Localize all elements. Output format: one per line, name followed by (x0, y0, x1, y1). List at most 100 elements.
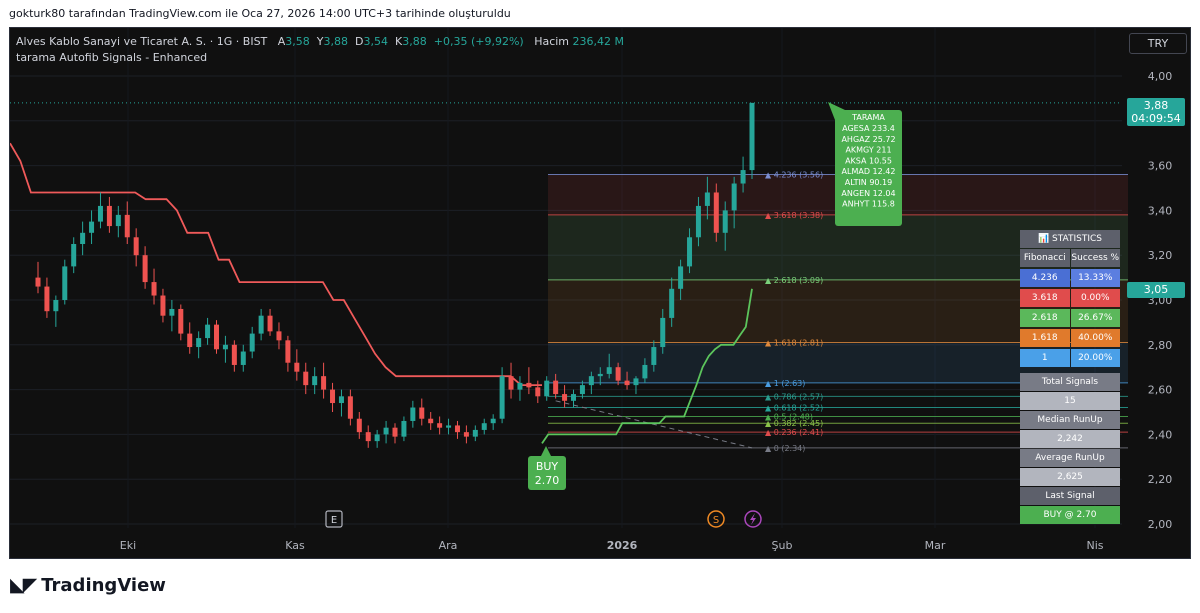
candle-body (535, 387, 541, 397)
candle-body (553, 380, 559, 395)
success-percent-cell: 26.67% (1070, 309, 1120, 327)
support-trailing-line (541, 288, 753, 444)
fib-level-label: ▲ 3.618 (3.38) (765, 211, 823, 220)
candle-body (89, 221, 95, 233)
candle-body (383, 427, 389, 435)
indicator-legend[interactable]: tarama Autofib Signals - Enhanced (16, 51, 208, 64)
high-value: 3,88 (323, 35, 349, 48)
candle-body (446, 425, 452, 428)
close-value: 3,88 (402, 35, 427, 48)
total-signals-label: Total Signals (1020, 373, 1120, 391)
fib-level-label: ▲ 1.618 (2.81) (765, 339, 823, 348)
candle-body (222, 344, 228, 350)
y-tick-label: 3,20 (1148, 249, 1173, 262)
fib-level-label: ▲ 1 (2.63) (765, 379, 805, 388)
candle-body (642, 364, 648, 379)
scan-result-item: AKMGY 211 (845, 146, 891, 155)
candle-body (437, 423, 443, 428)
average-runup-value: 2,625 (1020, 468, 1120, 486)
chart-panel[interactable]: ▲ 4.236 (3.56) ▲ 3.618 (3.38) ▲ 2.618 (3.0… (9, 27, 1191, 559)
candle-body (106, 205, 112, 227)
candle-body (321, 376, 327, 390)
x-tick-label: Ara (439, 539, 458, 552)
low-value: 3,54 (363, 35, 389, 48)
success-header: Success % (1070, 249, 1120, 267)
fibonacci-header: Fibonacci (1020, 249, 1070, 267)
buy-signal-label (528, 456, 566, 490)
candle-body (526, 382, 532, 388)
candle-body (178, 308, 184, 334)
candle-body (713, 192, 719, 233)
candle-body (53, 300, 59, 312)
scan-results-box (835, 110, 902, 226)
fib-level-label: ▲ 0.5 (2.48) (765, 412, 813, 421)
scan-result-item: AGESA 233.4 (842, 124, 895, 133)
volume-label: Hacim (534, 35, 570, 48)
candle-body (214, 324, 219, 350)
buy-signal-price: 2.70 (535, 474, 560, 487)
candle-body (187, 333, 193, 348)
fibonacci-level-cell: 1 (1020, 349, 1070, 367)
scan-result-item: AKSA 10.55 (845, 156, 892, 165)
candle-body (669, 288, 675, 318)
resistance-trailing-line (10, 142, 542, 386)
candle-body (97, 205, 103, 222)
candle-body (579, 385, 585, 395)
candle-body (597, 373, 603, 377)
last-signal-value: BUY @ 2.70 (1020, 506, 1120, 524)
price-chart[interactable]: ▲ 4.236 (3.56) ▲ 3.618 (3.38) ▲ 2.618 (3.0… (10, 28, 1190, 558)
tradingview-brand: TradingView (41, 574, 166, 596)
last-price-value: 3,88 (1143, 99, 1169, 112)
candle-body (80, 232, 86, 244)
y-tick-label: 2,40 (1148, 428, 1173, 441)
x-tick-label: 2026 (607, 539, 638, 552)
candle-body (544, 380, 550, 397)
earnings-marker-box (325, 510, 343, 528)
candle-body (508, 376, 514, 390)
candle-body (633, 378, 639, 386)
candle-body (731, 183, 737, 211)
candle-body (517, 382, 523, 390)
candle-body (44, 286, 50, 312)
candle-body (678, 266, 684, 289)
candle-body (428, 418, 434, 424)
median-runup-label: Median RunUp (1020, 411, 1120, 429)
candle-body (312, 376, 318, 386)
candle-body (115, 214, 121, 227)
candle-body (276, 331, 282, 341)
x-tick-label: Şub (772, 539, 793, 552)
candle-body (35, 277, 41, 287)
success-percent-cell: 13.33% (1070, 269, 1120, 287)
x-tick-label: Mar (925, 539, 946, 552)
candle-body (588, 376, 594, 386)
currency-button[interactable]: TRY (1129, 33, 1187, 54)
buy-arrow (541, 446, 551, 456)
candle-body (481, 423, 487, 430)
tradingview-logo[interactable]: ◣◤ TradingView (10, 572, 166, 598)
candle-body (454, 425, 460, 433)
buy-signal-text: BUY (536, 460, 559, 473)
candle-body (660, 317, 666, 348)
candle-body (267, 315, 273, 332)
open-label: A (277, 35, 286, 48)
y-tick-label: 3,60 (1148, 160, 1173, 173)
candle-body (392, 427, 398, 437)
candle-body (499, 376, 505, 419)
scan-result-item: ALMAD 12.42 (842, 167, 896, 176)
statistics-row: 2.618 26.67% (1020, 309, 1120, 327)
low-label: D (355, 35, 364, 48)
flash-marker (744, 510, 762, 528)
change-value: +0,35 (+9,92%) (433, 35, 524, 48)
candle-body (749, 102, 755, 171)
y-tick-label: 2,20 (1148, 473, 1173, 486)
lightning-icon (750, 513, 756, 525)
scan-result-item: ALTIN 90.19 (845, 178, 893, 187)
statistics-row: 3.618 0.00% (1020, 289, 1120, 307)
fib-level-label: ▲ 2.618 (3.09) (765, 276, 823, 285)
statistics-row: 1 20.00% (1020, 349, 1120, 367)
candle-body (330, 389, 336, 404)
fib-level-label: ▲ 0.382 (2.45) (765, 419, 823, 428)
statistics-header-row: Fibonacci Success % (1020, 249, 1120, 267)
candle-body (356, 418, 362, 433)
candle-body (695, 205, 701, 238)
